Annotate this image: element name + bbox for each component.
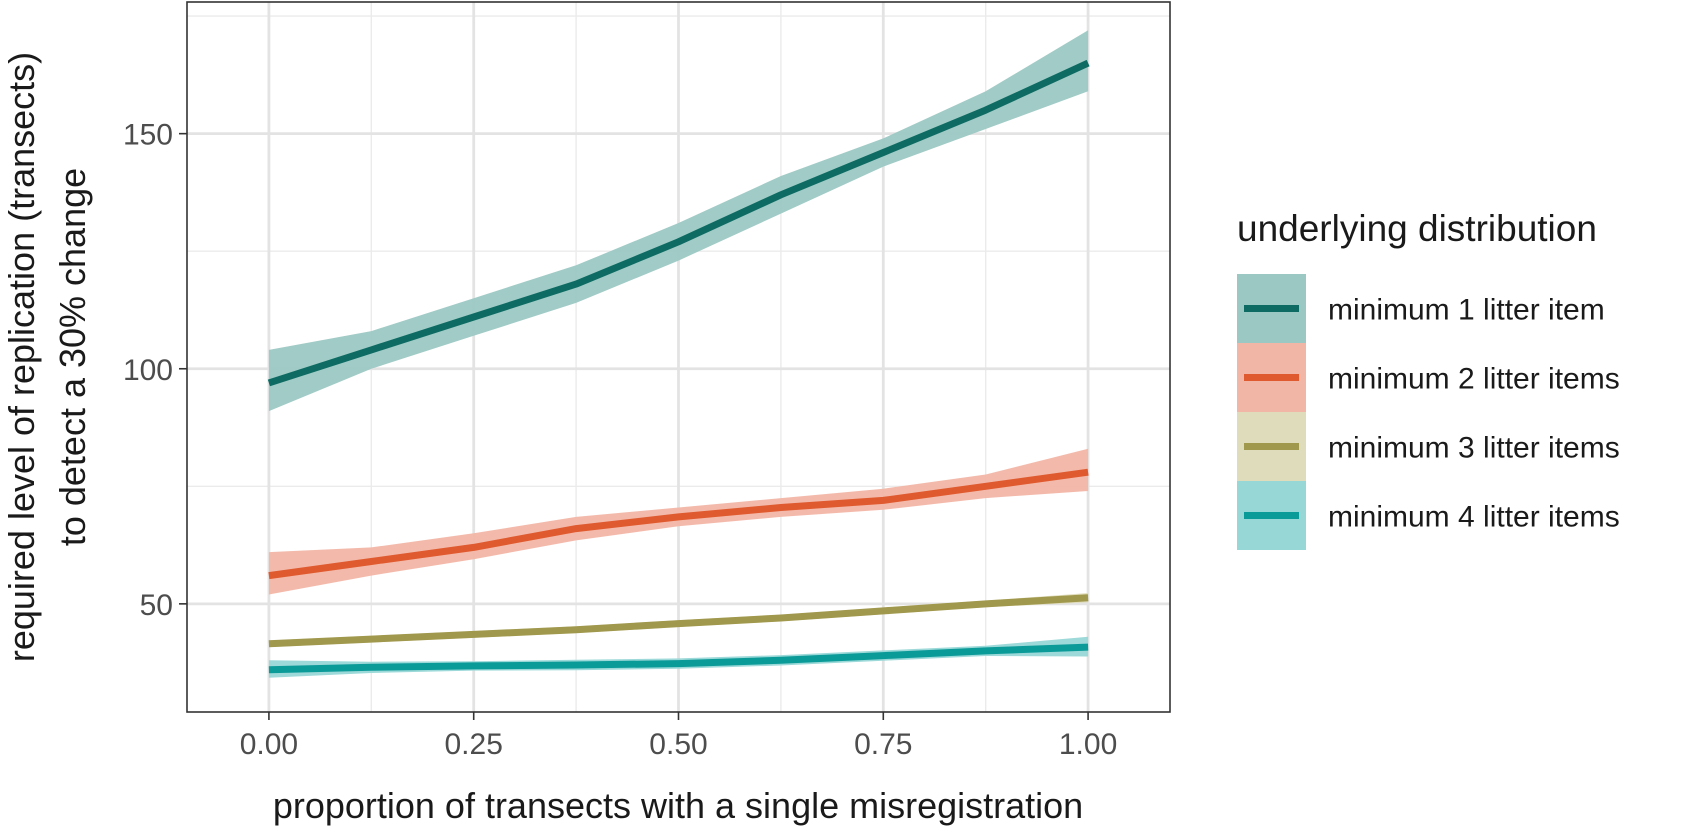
confidence-band-series-2 (268, 448, 1089, 595)
line-series-1 (267, 59, 1090, 387)
y-tick-label: 50 (140, 589, 173, 622)
legend-label: minimum 4 litter items (1328, 501, 1620, 534)
x-tick-label: 0.50 (649, 728, 707, 761)
x-tick-label: 0.25 (445, 728, 503, 761)
x-tick-label: 0.75 (854, 728, 912, 761)
legend-label: minimum 2 litter items (1328, 363, 1620, 396)
y-axis-title-line-2: to detect a 30% change (52, 168, 93, 546)
major-gridlines (187, 2, 1170, 712)
series-lines (267, 59, 1090, 674)
legend-keys: minimum 1 litter item minimum 2 litter it… (1237, 274, 1620, 550)
legend: underlying distribution minimum 1 litter… (1237, 208, 1620, 550)
x-axis: 0.00 0.25 0.50 0.75 1.00 (240, 712, 1117, 761)
legend-label: minimum 1 litter item (1328, 294, 1605, 327)
line-series-2 (268, 468, 1089, 580)
x-axis-title: proportion of transects with a single mi… (273, 785, 1083, 826)
legend-title: underlying distribution (1237, 208, 1597, 249)
legend-label: minimum 3 litter items (1328, 432, 1620, 465)
x-tick-label: 0.00 (240, 728, 298, 761)
y-tick-label: 150 (123, 119, 173, 152)
y-tick-label: 100 (123, 354, 173, 387)
x-tick-label: 1.00 (1059, 728, 1117, 761)
line-series-3 (268, 594, 1089, 648)
y-axis: 50 100 150 (123, 119, 187, 622)
y-axis-title-line-1: required level of replication (transects… (1, 52, 42, 662)
line-series-4 (268, 643, 1089, 674)
